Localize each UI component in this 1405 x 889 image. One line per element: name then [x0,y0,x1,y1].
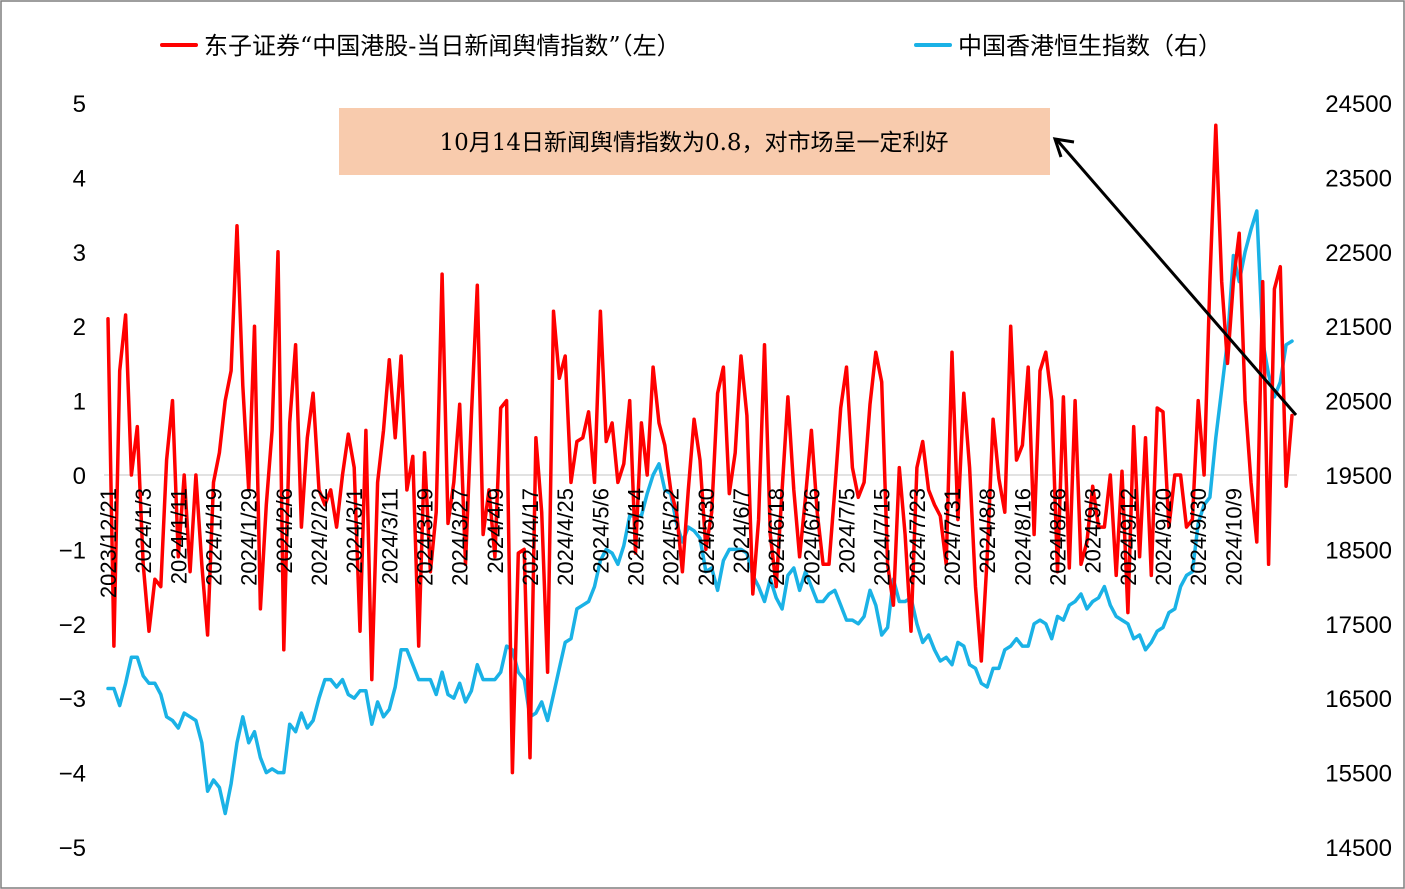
x-tick-label: 2024/3/11 [377,488,402,584]
x-tick-label: 2024/5/30 [694,488,719,586]
x-tick-label: 2024/5/14 [624,488,649,586]
x-tick-label: 2024/9/3 [1081,488,1106,574]
y-right-tick-label: 15500 [1325,761,1392,788]
x-tick-label: 2024/7/23 [905,488,930,586]
x-tick-label: 2024/4/9 [483,488,508,574]
y-right-tick-label: 21500 [1325,314,1392,341]
y-right-tick-label: 19500 [1325,463,1392,490]
x-tick-label: 2024/6/26 [799,488,824,586]
x-tick-label: 2024/9/20 [1151,488,1176,586]
x-tick-label: 2024/7/31 [940,488,965,586]
y-left-tick-label: −4 [59,761,86,788]
legend: 东子证券“中国港股-当日新闻舆情指数”（左） 中国香港恒生指数（右） [160,32,1222,60]
x-tick-label: 2024/2/22 [307,488,332,586]
annotation: 10月14日新闻舆情指数为0.8，对市场呈一定利好 [339,108,1298,416]
x-tick-label: 2024/3/19 [413,488,438,586]
y-left-tick-label: −5 [59,835,86,862]
y-right-tick-label: 14500 [1325,835,1392,862]
y-right-tick-label: 17500 [1325,612,1392,639]
x-tick-label: 2024/10/9 [1221,488,1246,586]
annotation-arrow-line [1055,139,1298,416]
x-tick-label: 2024/7/5 [835,488,860,574]
y-left-tick-label: 2 [73,314,86,341]
plot-area [106,123,1294,816]
annotation-arrow-head [1052,137,1075,158]
y-left-tick-label: 1 [73,389,86,416]
x-tick-label: 2024/1/3 [131,488,156,574]
x-tick-label: 2024/2/6 [272,488,297,574]
annotation-text: 10月14日新闻舆情指数为0.8，对市场呈一定利好 [439,130,948,156]
y-axis-left: 5 4 3 2 1 0 −1 −2 −3 −4 −5 [59,91,86,862]
y-left-tick-label: 4 [73,165,86,192]
x-tick-label: 2024/1/19 [202,488,227,586]
x-tick-label: 2023/12/21 [96,488,121,598]
y-left-tick-label: 0 [73,463,86,490]
series-line-sentiment [106,123,1294,775]
x-tick-label: 2024/5/6 [588,488,613,574]
y-right-tick-label: 16500 [1325,686,1392,713]
annotation-box [339,108,1050,175]
x-tick-label: 2024/8/8 [975,488,1000,574]
y-right-tick-label: 18500 [1325,537,1392,564]
x-tick-label: 2024/8/26 [1046,488,1071,586]
x-tick-label: 2024/1/11 [166,488,191,584]
x-tick-label: 2024/4/17 [518,488,543,586]
x-tick-label: 2024/9/12 [1116,488,1141,586]
x-tick-label: 2024/1/29 [237,488,262,586]
x-tick-label: 2024/6/18 [764,488,789,586]
x-tick-label: 2024/4/25 [553,488,578,586]
x-tick-label: 2024/7/15 [870,488,895,586]
y-left-tick-label: −1 [59,537,86,564]
y-right-tick-label: 24500 [1325,91,1392,118]
legend-label-sentiment: 东子证券“中国港股-当日新闻舆情指数”（左） [204,32,681,60]
x-tick-label: 2024/6/7 [729,488,754,574]
x-axis-labels: 2023/12/21 2024/1/3 2024/1/11 2024/1/19 2024… [96,488,1246,598]
y-right-tick-label: 22500 [1325,240,1392,267]
x-tick-label: 2024/8/16 [1010,488,1035,586]
y-right-tick-label: 23500 [1325,165,1392,192]
x-tick-label: 2024/3/27 [448,488,473,586]
y-axis-right: 24500 23500 22500 21500 20500 19500 18500 17500… [1325,91,1392,862]
series-line-hsi [106,209,1294,816]
y-left-tick-label: −2 [59,612,86,639]
y-left-tick-label: 3 [73,240,86,267]
x-tick-label: 2024/3/1 [342,488,367,574]
y-left-tick-label: 5 [73,91,86,118]
legend-label-hsi: 中国香港恒生指数（右） [958,32,1222,60]
y-left-tick-label: −3 [59,686,86,713]
x-tick-label: 2024/5/22 [659,488,684,586]
y-right-tick-label: 20500 [1325,389,1392,416]
x-tick-label: 2024/9/30 [1186,488,1211,586]
